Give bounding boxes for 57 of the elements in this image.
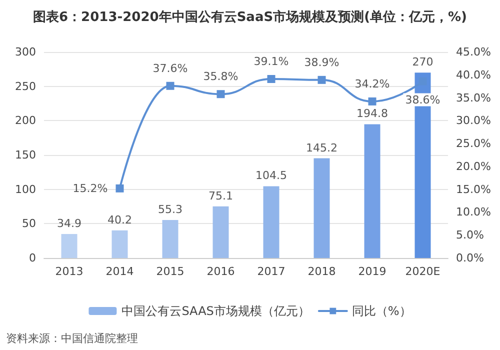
data-label: 55.3 (158, 203, 182, 216)
point (166, 82, 174, 90)
bar (162, 220, 178, 258)
y2-tick-label: 10.0% (456, 206, 491, 219)
legend-label: 同比（%） (352, 304, 412, 318)
data-label: 38.9% (304, 56, 340, 69)
y-tick-label: 0 (29, 252, 36, 264)
y-tick-label: 250 (15, 80, 36, 93)
data-label: 270 (412, 56, 434, 69)
data-label: 104.5 (256, 169, 287, 182)
x-tick-label: 2019 (358, 265, 386, 278)
point (318, 76, 326, 84)
text: 资料来源：中国信通院整理 (6, 332, 138, 345)
x-tick-label: 2015 (156, 265, 184, 278)
y2-tick-label: 40.0% (456, 68, 491, 82)
data-label: 34.2% (354, 77, 390, 90)
y2-tick-label: 45.0% (456, 46, 491, 58)
y2-tick-label: 0.0% (456, 252, 484, 264)
bar (364, 124, 380, 258)
data-label: 37.6% (152, 62, 188, 75)
data-label: 34.9 (57, 217, 82, 230)
bar (212, 206, 229, 258)
chart-title: 图表6：2013-2020年中国公有云SaaS市场规模及预测(单位：亿元，%) (33, 9, 467, 25)
y2-tick-label: 30.0% (456, 114, 491, 128)
y2-tick-label: 25.0% (456, 137, 491, 150)
bar (112, 230, 128, 258)
y2-tick-label: 5.0% (456, 228, 484, 242)
point (368, 97, 376, 106)
data-label: 35.8% (203, 70, 238, 84)
point (216, 90, 225, 98)
data-label: 15.2% (72, 182, 108, 195)
point (116, 184, 124, 192)
y-tick-label: 50 (22, 217, 36, 230)
y2-tick-label: 15.0% (456, 182, 491, 196)
bar (263, 186, 280, 258)
point (267, 75, 276, 84)
legend-label: 中国公有云SAAS市场规模（亿元） (122, 304, 310, 318)
x-tick-label: 2018 (308, 265, 336, 278)
y-tick-label: 200 (15, 114, 36, 128)
y2-tick-label: 35.0% (456, 91, 491, 104)
x-tick-label: 2020E (405, 265, 440, 278)
data-label: 194.8 (356, 107, 388, 120)
bar (61, 234, 78, 258)
x-tick-label: 2014 (106, 265, 134, 278)
bar (314, 158, 330, 258)
y-tick-label: 150 (15, 148, 36, 162)
y2-tick-label: 20.0% (456, 160, 491, 173)
x-tick-label: 2017 (257, 265, 286, 278)
y-tick-label: 300 (15, 46, 36, 58)
data-label: 39.1% (254, 55, 289, 68)
data-label: 75.1 (208, 189, 233, 202)
x-tick-label: 2016 (206, 265, 235, 278)
x-tick-label: 2013 (55, 265, 84, 278)
data-label: 38.6% (405, 93, 440, 106)
data-label: 40.2 (108, 213, 132, 226)
y-tick-label: 100 (15, 182, 36, 196)
data-label: 145.2 (306, 141, 338, 154)
